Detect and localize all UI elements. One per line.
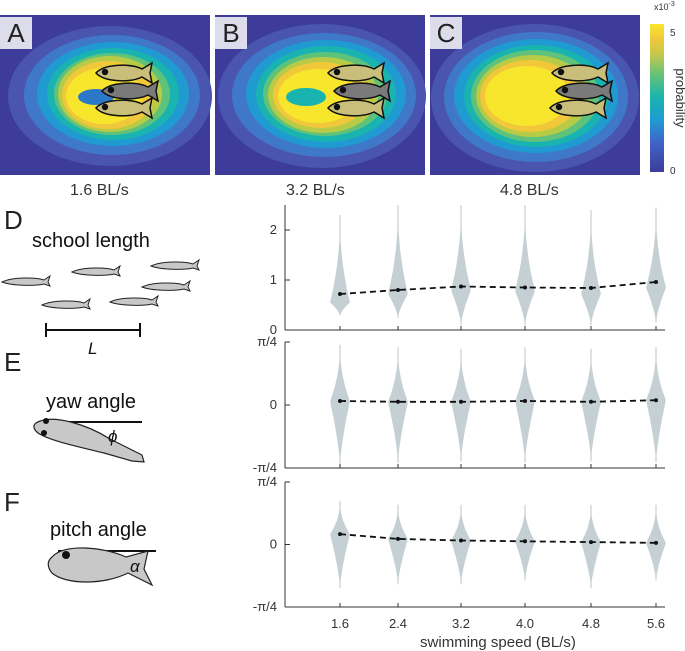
median-point <box>459 284 463 289</box>
x-tick-label: 5.6 <box>647 616 665 631</box>
y-tick-label: 0 <box>270 537 277 552</box>
median-point <box>396 399 400 404</box>
speed-label-b: 3.2 BL/s <box>286 182 345 199</box>
violin-panel-3: -π/4 0 π/4 1.6 2.4 3.2 4.0 4.8 5.6 swimming speed… <box>253 474 666 651</box>
y-tick-label: π/4 <box>257 334 277 349</box>
pitch-symbol: α <box>130 557 141 576</box>
median-point <box>396 288 400 292</box>
median-point <box>523 539 527 544</box>
median-point <box>338 399 342 403</box>
length-symbol: L <box>88 339 97 358</box>
y-tick-label: π/4 <box>257 474 277 489</box>
violin <box>581 504 601 589</box>
violin <box>581 210 601 325</box>
yaw-fish <box>33 418 145 463</box>
x-tick-label: 1.6 <box>331 616 349 631</box>
median-point <box>396 536 400 541</box>
speed-label-a: 1.6 BL/s <box>70 182 129 199</box>
colorbar-min: 0 <box>670 166 676 177</box>
pitch-angle-title: pitch angle <box>50 519 147 541</box>
yaw-symbol: ϕ <box>108 427 117 446</box>
violin <box>330 344 350 466</box>
violin <box>515 347 535 463</box>
violin <box>330 500 350 589</box>
pitch-fish <box>47 547 156 587</box>
median-point <box>338 532 342 537</box>
violin <box>646 347 666 463</box>
y-tick-label: 2 <box>270 222 277 237</box>
colorbar-exponent: x10-3 <box>654 1 675 12</box>
violin-panel-2: -π/4 0 π/4 <box>253 334 666 475</box>
speed-label-c: 4.8 BL/s <box>500 182 559 199</box>
median-point <box>459 399 463 404</box>
fish-overlay-b <box>327 62 391 119</box>
violin <box>330 215 350 315</box>
median-point <box>338 292 342 296</box>
median-line <box>339 399 657 403</box>
median-point <box>589 286 593 290</box>
median-line <box>339 281 657 295</box>
length-scale-bar <box>45 323 141 337</box>
y-tick-label: -π/4 <box>253 599 277 614</box>
violin <box>451 205 471 325</box>
violin-panel-1: 0 1 2 <box>270 205 666 337</box>
x-tick-label: 3.2 <box>452 616 470 631</box>
y-tick-label: 1 <box>270 272 277 287</box>
schematic-illustrations: L ϕ α <box>1 259 200 587</box>
heatmap-panel-b <box>215 15 426 175</box>
median-point <box>523 285 527 290</box>
median-point <box>523 399 527 403</box>
median-point <box>589 540 593 545</box>
violin <box>388 347 408 463</box>
y-tick-label: -π/4 <box>253 460 277 475</box>
median-line <box>339 533 657 544</box>
median-point <box>654 398 658 403</box>
colorbar-max: 5 <box>670 28 676 39</box>
y-tick-label: 0 <box>270 397 277 412</box>
violin <box>646 207 666 323</box>
violin <box>388 504 408 585</box>
yaw-angle-title: yaw angle <box>46 391 137 413</box>
violin <box>581 348 601 462</box>
heatmap-figure: x10-3 5 0 probability <box>0 1 685 177</box>
x-tick-label: 2.4 <box>389 616 407 631</box>
panel-letter-a: A <box>0 17 32 49</box>
fish-overlay-c <box>549 62 613 119</box>
x-tick-label: 4.8 <box>582 616 600 631</box>
panel-letter-c: C <box>430 17 462 49</box>
violin <box>515 205 535 325</box>
panel-letter-e: E <box>4 347 22 377</box>
violin <box>388 205 408 318</box>
school-length-title: school length <box>32 230 150 252</box>
violin <box>451 348 471 462</box>
fish-overlay-a <box>95 62 159 119</box>
colorbar-label: probability <box>673 68 685 128</box>
panel-letter-d: D <box>4 205 23 235</box>
panel-letter-f: F <box>4 487 20 517</box>
y-tick-label: 0 <box>270 322 277 337</box>
median-point <box>589 399 593 404</box>
panel-letter-b: B <box>215 17 247 49</box>
median-point <box>459 538 463 543</box>
x-tick-label: 4.0 <box>516 616 534 631</box>
violin <box>451 504 471 585</box>
median-point <box>654 280 658 284</box>
colorbar <box>650 24 664 172</box>
x-axis-label: swimming speed (BL/s) <box>420 634 576 651</box>
median-point <box>654 540 658 545</box>
